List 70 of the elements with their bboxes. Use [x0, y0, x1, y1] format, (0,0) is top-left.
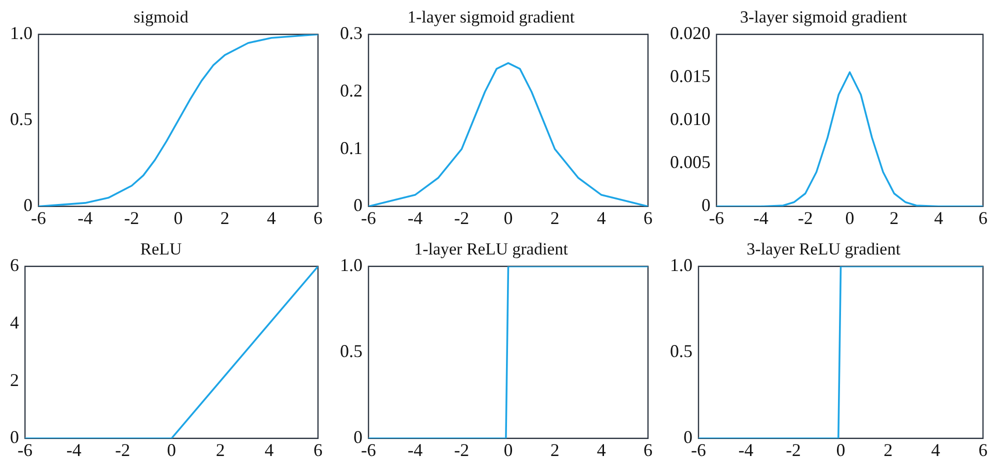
x-tick-label: -4: [408, 208, 423, 228]
x-tick-label: -4: [738, 440, 754, 460]
chart-title: 1-layer ReLU gradient: [414, 240, 568, 259]
x-tick-label: -4: [78, 208, 93, 228]
x-tick-label: 4: [266, 208, 276, 228]
y-tick-label: 0: [10, 427, 19, 448]
x-tick-label: 4: [934, 208, 944, 228]
x-tick-label: 6: [644, 208, 652, 228]
y-tick-label: 0.2: [340, 80, 362, 100]
x-tick-label: 4: [596, 440, 606, 460]
x-tick-label: 0: [504, 440, 513, 460]
x-tick-label: 2: [216, 440, 225, 460]
x-tick-label: 2: [550, 440, 560, 460]
x-tick-label: -2: [115, 440, 130, 460]
x-tick-label: -6: [361, 440, 376, 460]
x-tick-label: 6: [644, 440, 652, 460]
x-tick-label: 0: [167, 440, 176, 460]
y-tick-label: 0: [354, 427, 362, 448]
x-tick-label: -6: [709, 208, 724, 228]
y-tick-label: 0.3: [340, 23, 362, 44]
x-tick-label: 6: [314, 208, 322, 228]
x-tick-label: 4: [264, 440, 274, 460]
y-tick-label: 0.5: [670, 341, 692, 362]
x-tick-label: 0: [504, 208, 513, 228]
x-tick-label: 0: [845, 208, 854, 228]
x-tick-label: -2: [798, 208, 813, 228]
x-tick-label: -4: [753, 208, 768, 228]
y-tick-label: 4: [10, 312, 19, 332]
y-tick-label: 0.5: [10, 109, 32, 130]
x-tick-label: -6: [18, 440, 32, 460]
y-tick-label: 0: [24, 195, 32, 216]
y-tick-label: 0.015: [670, 66, 710, 86]
y-tick-label: 2: [10, 370, 19, 390]
x-tick-label: 6: [314, 440, 322, 460]
chart-title: 3-layer ReLU gradient: [746, 240, 901, 259]
y-tick-label: 0: [684, 427, 692, 448]
x-tick-label: -2: [454, 440, 470, 460]
y-tick-label: 1.0: [340, 255, 362, 276]
x-tick-label: 2: [884, 440, 893, 460]
x-tick-label: -2: [124, 208, 140, 228]
chart-title: ReLU: [140, 240, 182, 259]
y-tick-label: 1.0: [670, 255, 692, 276]
x-tick-label: -6: [31, 208, 46, 228]
x-tick-label: 0: [836, 440, 846, 460]
y-tick-label: 0.1: [340, 138, 362, 158]
y-tick-label: 0.005: [670, 152, 710, 172]
y-tick-label: 0: [354, 195, 362, 216]
x-tick-label: 2: [220, 208, 230, 228]
y-tick-label: 0.010: [670, 109, 710, 130]
x-tick-label: -2: [454, 208, 470, 228]
x-tick-label: -4: [66, 440, 82, 460]
x-tick-label: 0: [174, 208, 183, 228]
y-tick-label: 6: [10, 255, 19, 276]
x-tick-label: -6: [361, 208, 376, 228]
x-tick-label: -2: [786, 440, 801, 460]
y-tick-label: 1.0: [10, 23, 32, 44]
y-tick-label: 0: [702, 195, 710, 216]
x-tick-label: 2: [890, 208, 899, 228]
x-tick-label: 6: [978, 440, 988, 460]
x-tick-label: 6: [978, 208, 988, 228]
x-tick-label: 4: [931, 440, 940, 460]
chart-title: 3-layer sigmoid gradient: [740, 8, 908, 27]
y-tick-label: 0.020: [670, 23, 710, 44]
x-tick-label: -4: [408, 440, 423, 460]
y-tick-label: 0.5: [340, 341, 362, 362]
x-tick-label: -6: [691, 440, 706, 460]
chart-title: sigmoid: [134, 8, 189, 27]
chart-title: 1-layer sigmoid gradient: [407, 8, 575, 27]
x-tick-label: 2: [550, 208, 560, 228]
x-tick-label: 4: [596, 208, 606, 228]
